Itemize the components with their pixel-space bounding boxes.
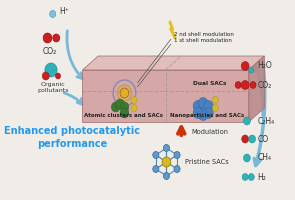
Circle shape	[204, 108, 213, 118]
Circle shape	[249, 135, 256, 143]
Circle shape	[43, 33, 52, 43]
Circle shape	[198, 98, 208, 108]
Text: Dual SACs: Dual SACs	[194, 81, 227, 86]
Circle shape	[204, 100, 213, 112]
Text: Modulation: Modulation	[192, 129, 229, 135]
Polygon shape	[83, 70, 249, 122]
Circle shape	[163, 172, 170, 180]
Circle shape	[162, 157, 171, 167]
Text: Pristine SACs: Pristine SACs	[185, 159, 229, 165]
Text: Atomic clusters and SACs: Atomic clusters and SACs	[84, 113, 163, 118]
Text: H₂O: H₂O	[258, 62, 272, 71]
Circle shape	[116, 99, 124, 109]
Polygon shape	[83, 56, 264, 70]
Circle shape	[131, 97, 137, 104]
Circle shape	[163, 144, 170, 152]
Circle shape	[235, 82, 241, 88]
Text: CO: CO	[258, 134, 268, 144]
Circle shape	[193, 108, 203, 118]
Polygon shape	[249, 56, 264, 122]
Text: H⁺: H⁺	[59, 7, 69, 17]
Circle shape	[243, 117, 250, 125]
Circle shape	[45, 63, 57, 77]
Circle shape	[120, 108, 129, 118]
Circle shape	[174, 152, 180, 158]
Circle shape	[250, 82, 256, 88]
Circle shape	[174, 166, 180, 172]
Circle shape	[241, 80, 249, 90]
Text: C₂H₄: C₂H₄	[258, 116, 275, 126]
Circle shape	[153, 166, 159, 172]
Text: CO₂: CO₂	[43, 47, 57, 56]
Circle shape	[212, 97, 219, 104]
Circle shape	[131, 104, 137, 112]
Circle shape	[120, 102, 129, 112]
Text: Enhanced photocatalytic
performance: Enhanced photocatalytic performance	[4, 126, 140, 149]
Circle shape	[241, 62, 249, 71]
Circle shape	[193, 100, 203, 112]
Circle shape	[42, 72, 49, 80]
Text: CO₂: CO₂	[258, 80, 272, 90]
Circle shape	[50, 10, 56, 18]
Circle shape	[198, 110, 208, 120]
Circle shape	[212, 104, 219, 112]
Text: CH₄: CH₄	[258, 154, 271, 162]
Circle shape	[242, 135, 249, 143]
Circle shape	[248, 173, 254, 180]
Text: Nanoparticles and SACs: Nanoparticles and SACs	[170, 113, 244, 118]
Circle shape	[249, 67, 254, 73]
Text: H₂: H₂	[258, 172, 266, 182]
Circle shape	[111, 102, 120, 112]
Circle shape	[53, 34, 60, 42]
Circle shape	[153, 152, 159, 158]
Circle shape	[242, 173, 248, 180]
Text: Organic
pollutants: Organic pollutants	[37, 82, 68, 93]
Circle shape	[55, 73, 60, 79]
Circle shape	[243, 154, 250, 162]
Circle shape	[120, 88, 129, 98]
Text: 1 st shell modulation: 1 st shell modulation	[174, 38, 232, 43]
Text: 2 nd shell modulation: 2 nd shell modulation	[174, 32, 234, 37]
